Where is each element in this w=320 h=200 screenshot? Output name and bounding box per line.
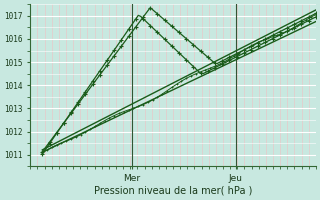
X-axis label: Pression niveau de la mer( hPa ): Pression niveau de la mer( hPa ) bbox=[94, 186, 252, 196]
